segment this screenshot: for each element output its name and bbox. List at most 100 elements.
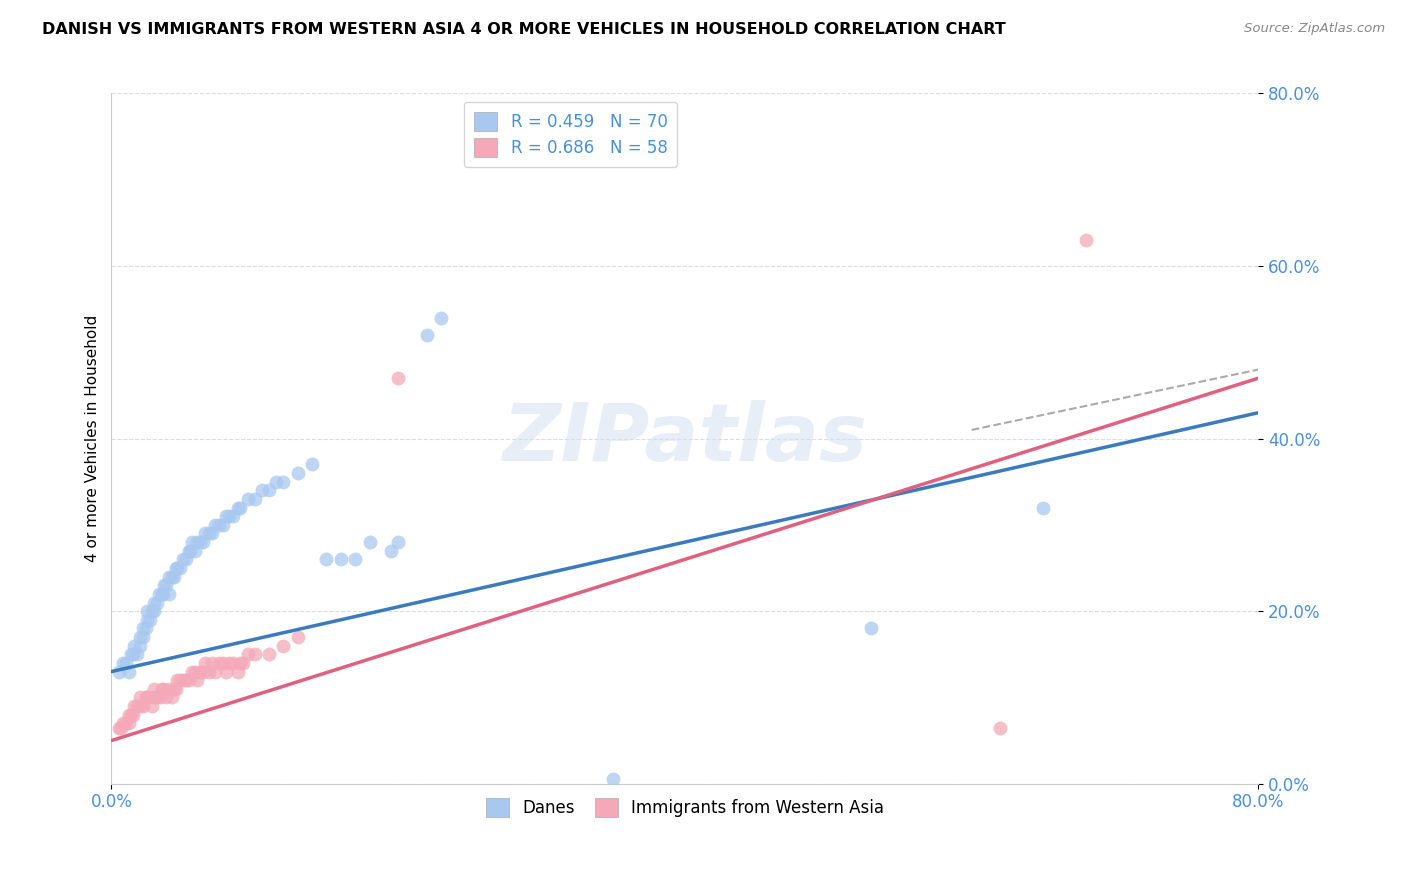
Point <box>218 656 240 670</box>
Point <box>165 681 187 696</box>
Point <box>212 656 235 670</box>
Point <box>163 681 186 696</box>
Point <box>266 475 288 489</box>
Point <box>135 690 157 705</box>
Point <box>141 604 163 618</box>
Point <box>860 621 883 635</box>
Point <box>127 648 149 662</box>
Point <box>204 665 226 679</box>
Point <box>387 535 409 549</box>
Point <box>110 721 132 735</box>
Point <box>198 665 221 679</box>
Point <box>183 665 205 679</box>
Point <box>149 690 172 705</box>
Point <box>183 543 205 558</box>
Point <box>117 707 139 722</box>
Point <box>129 639 152 653</box>
Point <box>121 648 143 662</box>
Point <box>344 552 367 566</box>
Point <box>136 613 159 627</box>
Point <box>212 517 235 532</box>
Point <box>380 543 402 558</box>
Point <box>198 526 221 541</box>
Point <box>287 466 309 480</box>
Point <box>232 656 254 670</box>
Point <box>174 673 197 688</box>
Point <box>157 587 180 601</box>
Point <box>152 587 174 601</box>
Point <box>193 535 215 549</box>
Point <box>143 604 166 618</box>
Point <box>122 707 145 722</box>
Point <box>273 639 295 653</box>
Point <box>174 552 197 566</box>
Point <box>186 535 208 549</box>
Point <box>208 656 231 670</box>
Point <box>153 578 176 592</box>
Point <box>129 690 152 705</box>
Point <box>111 656 134 670</box>
Point <box>172 552 194 566</box>
Point <box>201 656 224 670</box>
Point <box>177 543 200 558</box>
Point <box>229 500 252 515</box>
Point <box>135 621 157 635</box>
Point <box>141 699 163 714</box>
Y-axis label: 4 or more Vehicles in Household: 4 or more Vehicles in Household <box>86 315 100 562</box>
Point <box>215 665 238 679</box>
Point <box>111 716 134 731</box>
Point <box>257 483 280 498</box>
Point <box>124 699 146 714</box>
Point <box>329 552 352 566</box>
Point <box>226 500 249 515</box>
Point <box>416 328 439 343</box>
Point <box>226 665 249 679</box>
Point <box>201 526 224 541</box>
Point <box>138 690 160 705</box>
Point <box>166 673 188 688</box>
Point <box>257 648 280 662</box>
Point <box>150 587 173 601</box>
Point <box>114 656 136 670</box>
Point <box>136 690 159 705</box>
Point <box>180 665 202 679</box>
Point <box>152 681 174 696</box>
Point <box>132 699 155 714</box>
Point <box>301 458 323 472</box>
Point <box>139 613 162 627</box>
Point <box>157 681 180 696</box>
Point <box>169 673 191 688</box>
Text: Source: ZipAtlas.com: Source: ZipAtlas.com <box>1244 22 1385 36</box>
Point <box>148 587 170 601</box>
Point <box>172 673 194 688</box>
Point <box>359 535 381 549</box>
Point <box>127 699 149 714</box>
Text: DANISH VS IMMIGRANTS FROM WESTERN ASIA 4 OR MORE VEHICLES IN HOUSEHOLD CORRELATI: DANISH VS IMMIGRANTS FROM WESTERN ASIA 4… <box>42 22 1005 37</box>
Point <box>124 639 146 653</box>
Point <box>143 595 166 609</box>
Point <box>163 569 186 583</box>
Point <box>215 509 238 524</box>
Point <box>157 569 180 583</box>
Point <box>121 707 143 722</box>
Point <box>188 665 211 679</box>
Text: ZIPatlas: ZIPatlas <box>502 400 868 477</box>
Point <box>107 721 129 735</box>
Point <box>194 526 217 541</box>
Point <box>186 673 208 688</box>
Point <box>222 509 245 524</box>
Point <box>1076 233 1098 247</box>
Point <box>222 656 245 670</box>
Point <box>315 552 337 566</box>
Point <box>114 716 136 731</box>
Point <box>194 656 217 670</box>
Point <box>107 665 129 679</box>
Point <box>218 509 240 524</box>
Point <box>146 595 169 609</box>
Point <box>117 716 139 731</box>
Point <box>236 491 259 506</box>
Point <box>129 630 152 644</box>
Point <box>160 569 183 583</box>
Point <box>179 543 201 558</box>
Point <box>165 561 187 575</box>
